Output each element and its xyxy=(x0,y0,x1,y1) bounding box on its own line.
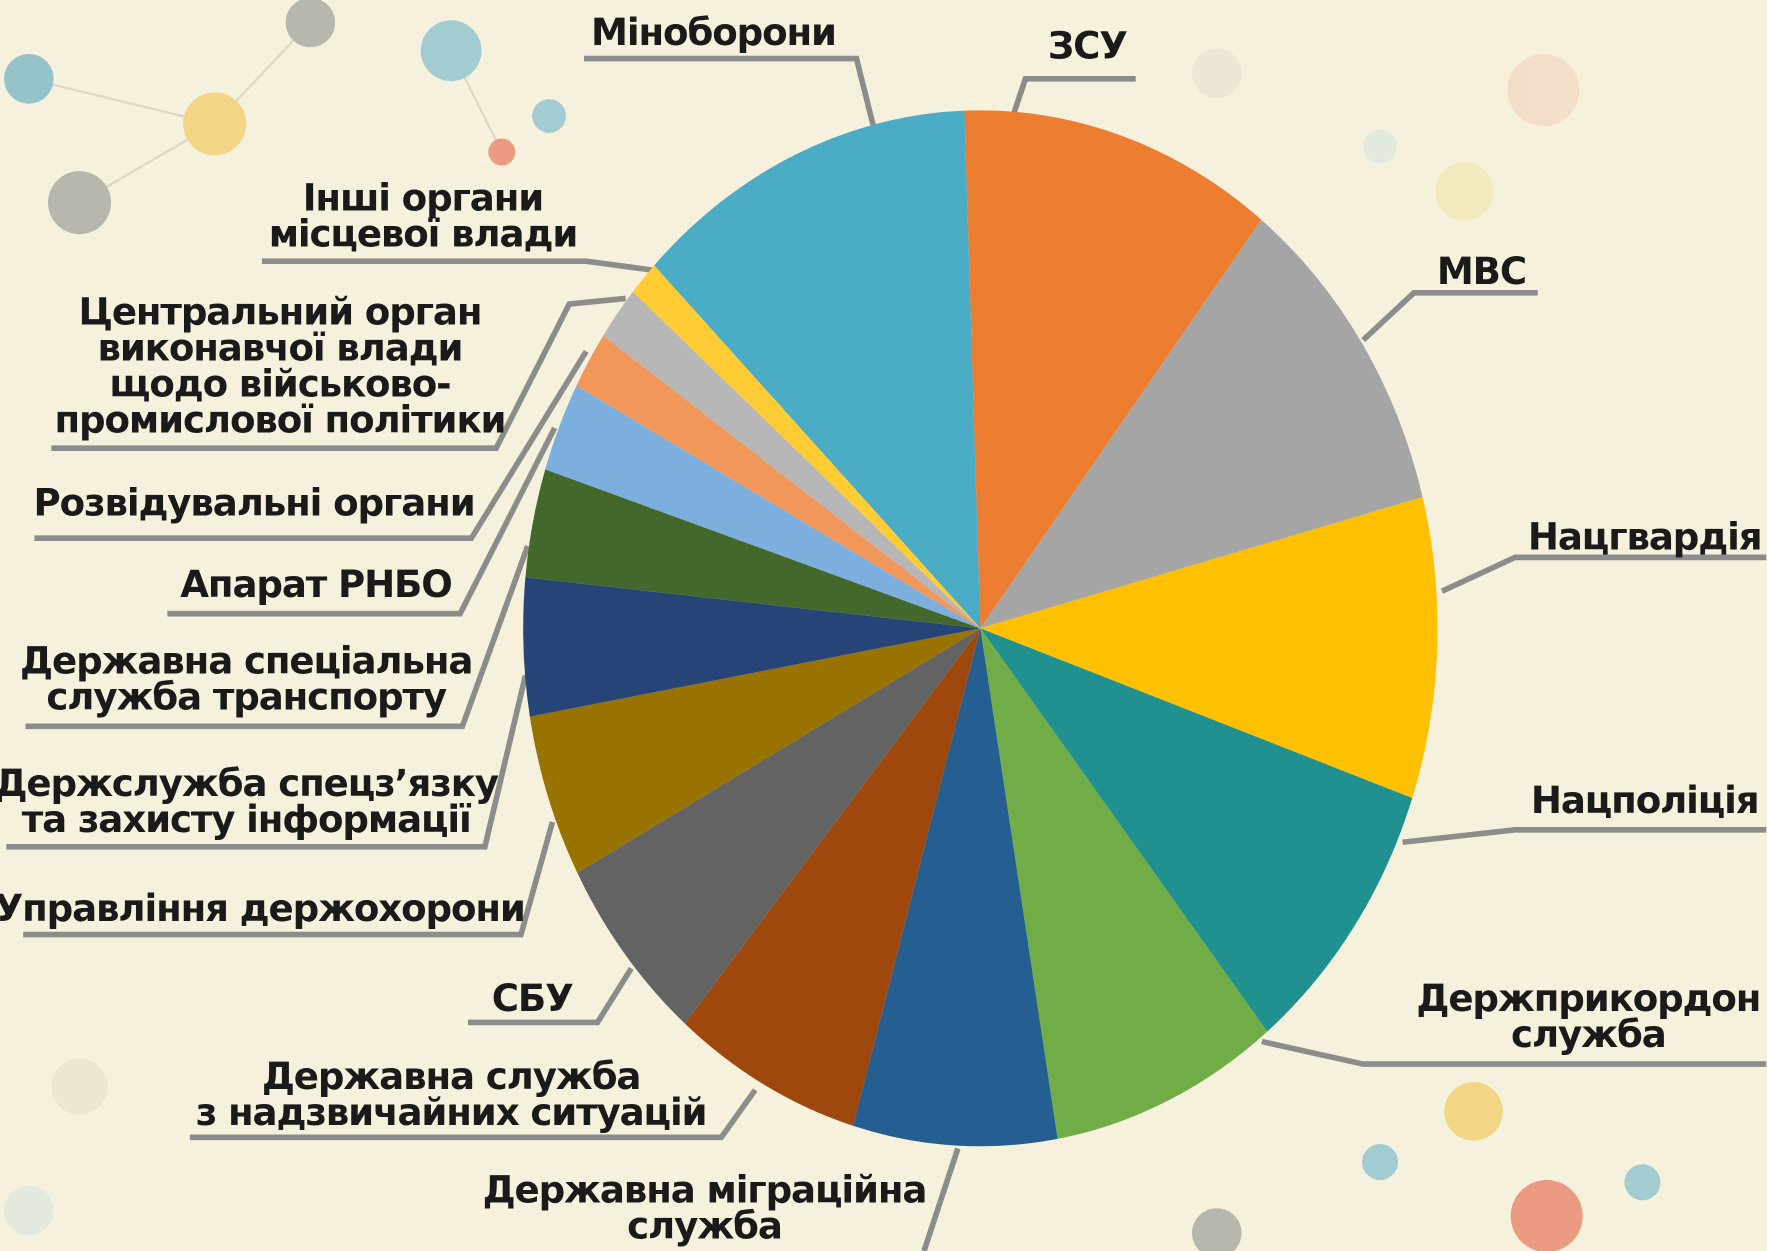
slice-label: МВС xyxy=(1437,250,1526,293)
slice-label: Нацполіція xyxy=(1531,779,1759,822)
slice-label: служба xyxy=(1511,1013,1666,1056)
slice-label: Міноборони xyxy=(591,11,836,54)
slice-label: промислової політики xyxy=(54,398,505,441)
pie xyxy=(523,110,1437,1146)
slice-label: Нацгвардія xyxy=(1528,515,1762,558)
slice-label: Управління держохорони xyxy=(0,887,525,930)
slice-label: СБУ xyxy=(492,977,573,1020)
slice-label: з надзвичайних ситуацій xyxy=(196,1091,707,1134)
slice-label: місцевої влади xyxy=(269,213,578,256)
slice-label: Апарат РНБО xyxy=(180,563,451,606)
slice-label: Розвідувальні органи xyxy=(34,482,475,525)
slice-label: та захисту інформації xyxy=(22,798,472,841)
chart: ЗСУМВСНацгвардіяНацполіціяДержприкордонс… xyxy=(0,0,1767,1251)
slice-label: служба xyxy=(627,1205,782,1248)
slice-label: служба транспорту xyxy=(46,675,446,718)
slice-label: ЗСУ xyxy=(1048,25,1127,68)
